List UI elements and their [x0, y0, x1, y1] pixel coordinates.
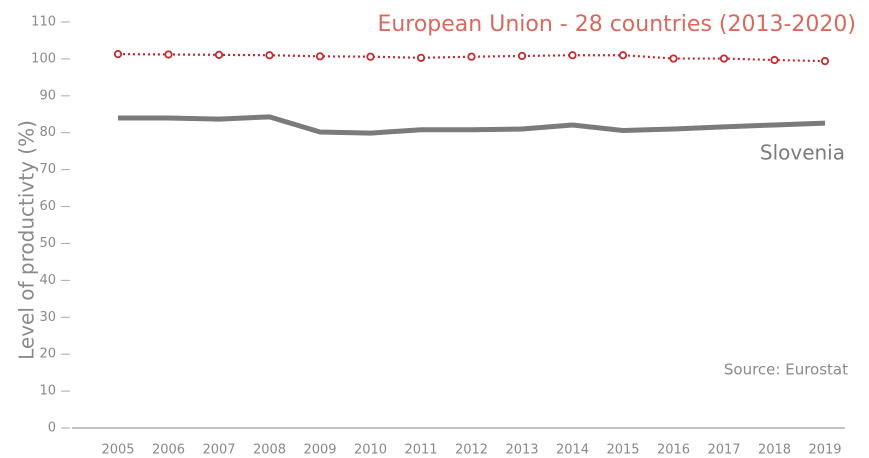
x-tick-label: 2012: [455, 443, 488, 458]
point: [719, 54, 729, 63]
x-tick-label: 2019: [808, 443, 841, 458]
y-tick-label: 90: [39, 88, 56, 103]
point: [265, 51, 274, 60]
y-tick-label: 50: [39, 236, 56, 251]
point: [366, 52, 375, 61]
series-line: [118, 114, 826, 136]
point: [164, 50, 173, 59]
x-tick-label: 2007: [202, 443, 235, 458]
y-tick-label: 100: [31, 51, 56, 66]
series-label: European Union - 28 countries (2013-2020…: [377, 12, 856, 37]
x-tick-label: 2011: [404, 443, 437, 458]
point: [315, 52, 325, 61]
point: [618, 51, 628, 60]
x-tick-label: 2017: [707, 443, 740, 458]
x-tick-label: 2005: [101, 443, 134, 458]
point: [669, 54, 678, 63]
y-tick-label: 20: [39, 347, 56, 362]
y-tick-label: 60: [39, 199, 56, 214]
point: [820, 57, 830, 66]
y-tick-label: 30: [39, 310, 56, 325]
y-axis-label: Level of productivty (%): [15, 120, 39, 360]
point: [770, 55, 779, 65]
y-tick-label: 70: [39, 162, 56, 177]
x-tick-label: 2015: [606, 443, 639, 458]
y-tick-label: 0: [48, 421, 56, 436]
y-tick-label: 40: [39, 273, 56, 288]
point: [568, 51, 577, 60]
x-tick-label: 2013: [505, 443, 538, 458]
x-tick-label: 2016: [657, 443, 690, 458]
y-tick-label: 80: [39, 125, 56, 140]
point: [517, 51, 527, 61]
series-label: Slovenia: [760, 141, 845, 165]
x-tick-label: 2008: [253, 443, 286, 458]
point: [113, 50, 123, 59]
point: [416, 53, 426, 62]
x-tick-label: 2006: [152, 443, 185, 458]
point: [214, 50, 224, 59]
y-tick-label: 10: [39, 384, 56, 399]
x-tick-label: 2014: [556, 443, 589, 458]
point: [467, 52, 476, 61]
x-tick-label: 2010: [354, 443, 387, 458]
annotation: Source: Eurostat: [724, 361, 848, 379]
x-tick-label: 2009: [303, 443, 336, 458]
y-tick-label: 110: [31, 15, 56, 30]
x-tick-label: 2018: [758, 443, 791, 458]
